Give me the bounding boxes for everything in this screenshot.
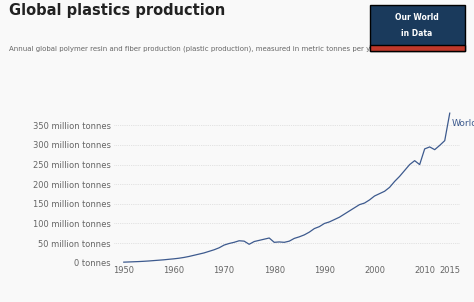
Text: World: World	[451, 119, 474, 128]
Text: Annual global polymer resin and fiber production (plastic production), measured : Annual global polymer resin and fiber pr…	[9, 45, 384, 52]
Text: Global plastics production: Global plastics production	[9, 3, 226, 18]
Text: Our World: Our World	[395, 13, 439, 22]
Text: in Data: in Data	[401, 29, 433, 38]
